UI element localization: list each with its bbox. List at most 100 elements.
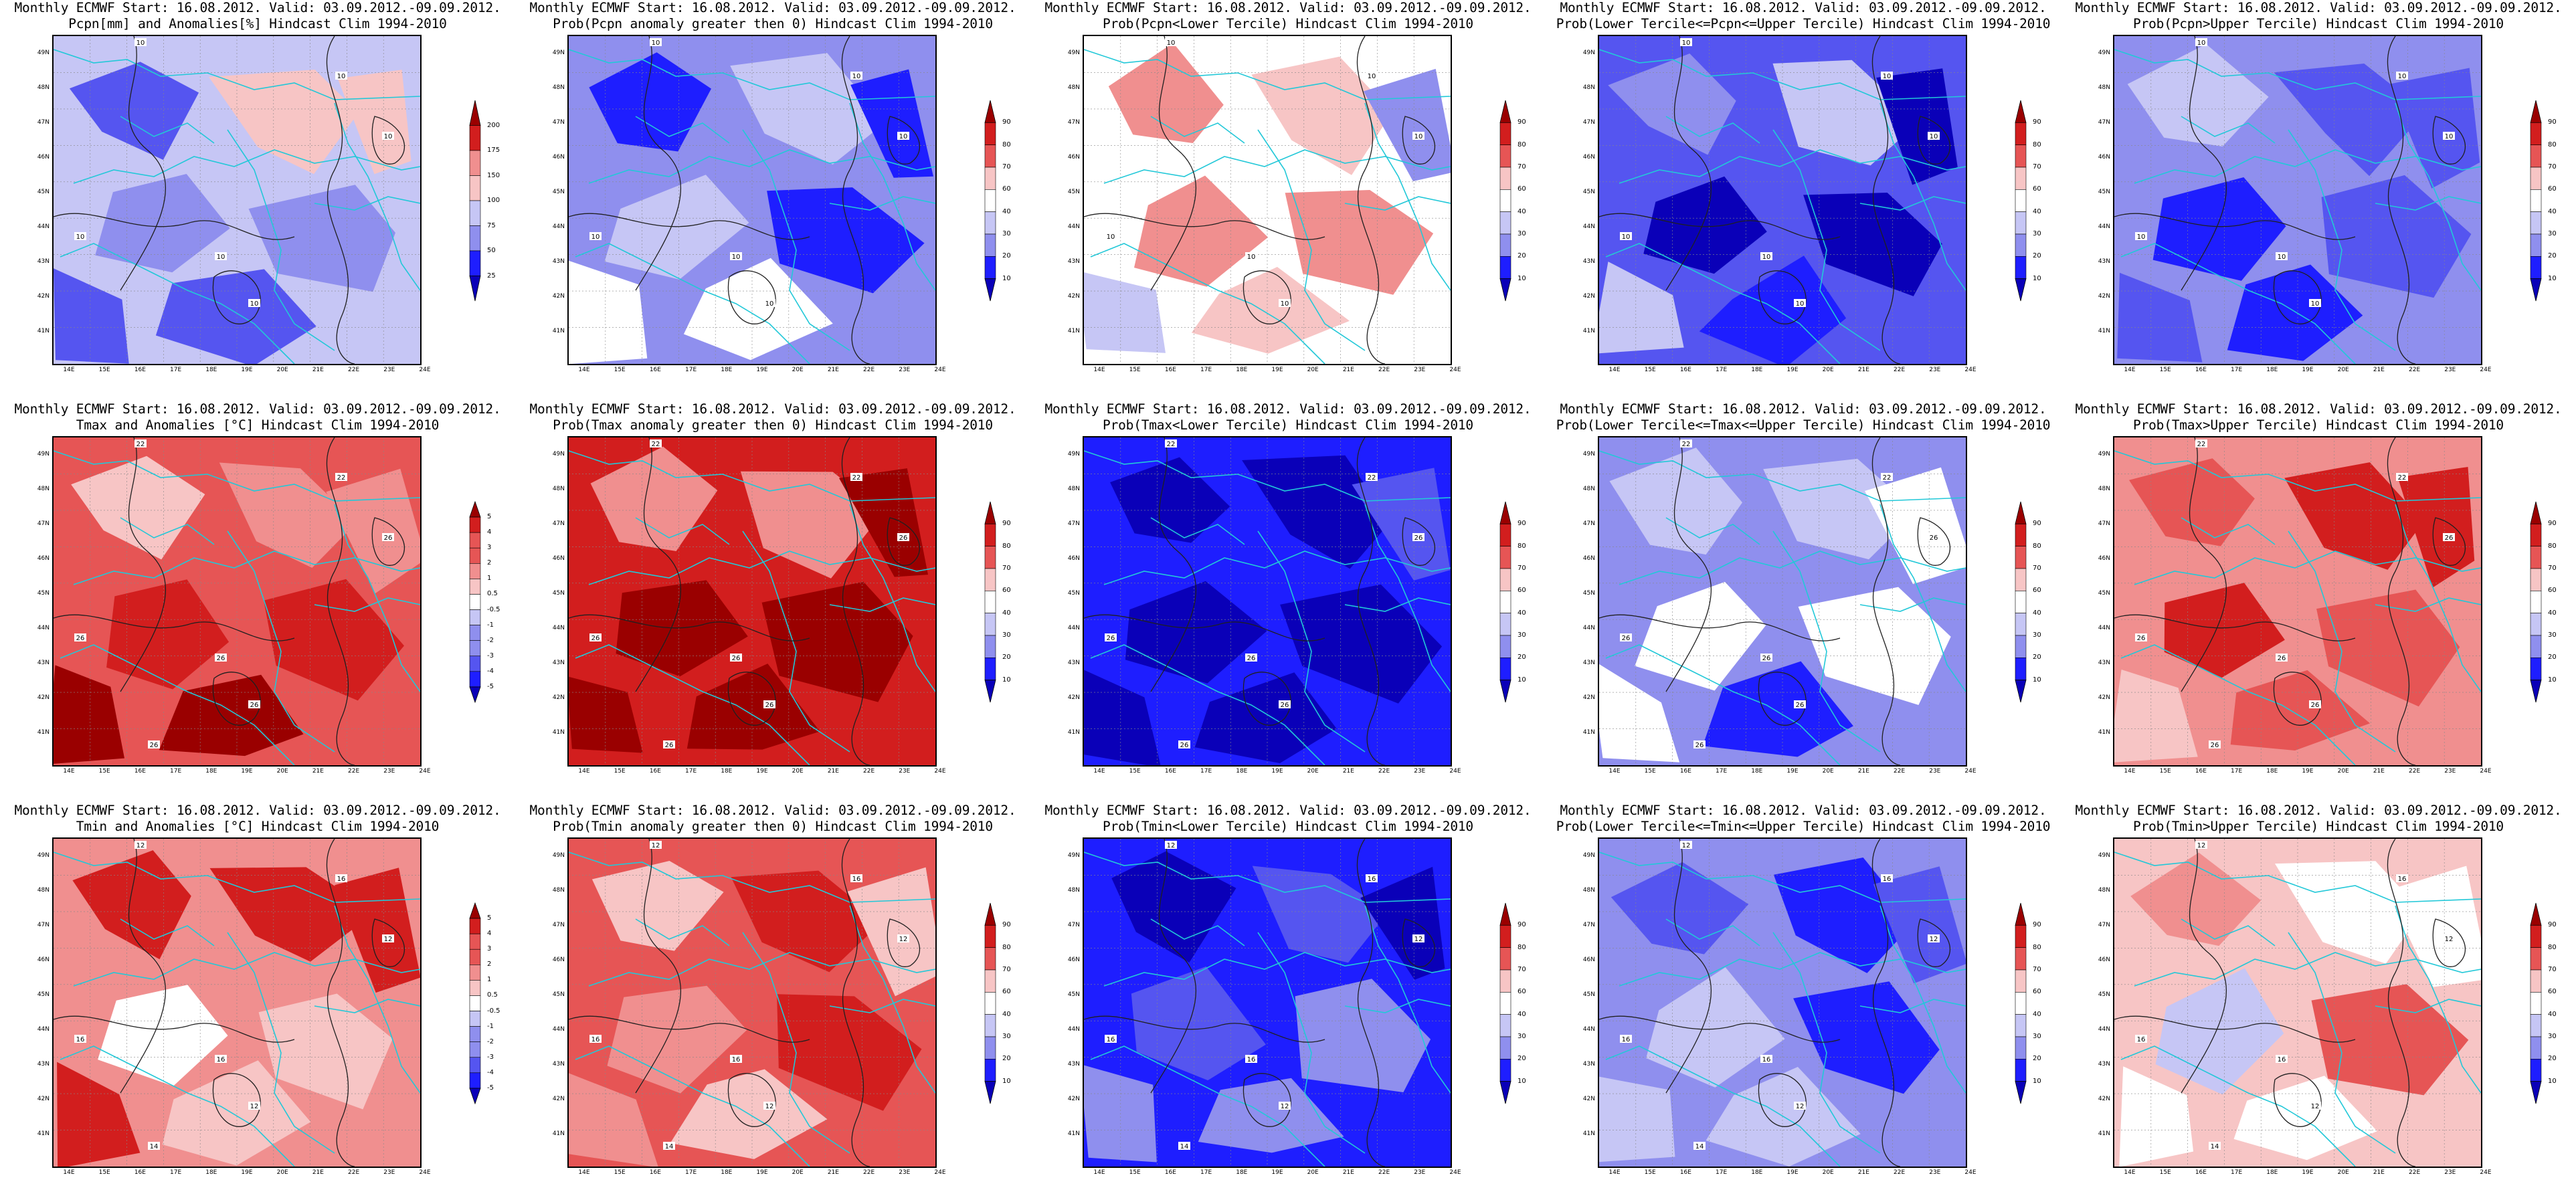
contour-label: 10 [2278,254,2286,261]
colorbar-segment [984,167,996,190]
longitude-label: 23E [899,768,911,775]
panel-title: Monthly ECMWF Start: 16.08.2012. Valid: … [515,401,1030,436]
border-line [1859,196,1966,211]
contour-label-bg [2135,633,2147,641]
contour-label: 26 [1107,635,1115,642]
colorbar-segment [469,933,481,950]
colorbar-tick-label: 40 [1517,207,1526,215]
border-line [1599,450,1966,502]
border-line [314,196,420,211]
contour-label: 26 [1247,655,1256,662]
longitude-label: 18E [205,768,217,775]
contour-label-bg [1881,473,1893,481]
forecast-panel: Monthly ECMWF Start: 16.08.2012. Valid: … [1546,401,2061,803]
panel-title-line2: Prob(Pcpn<Lower Tercile) Hindcast Clim 1… [1103,16,1473,31]
colorbar-tick-label: -2 [487,636,494,644]
contour-label-bg [650,841,662,849]
latitude-label: 49N [552,49,565,56]
colorbar-tick-label: 30 [2548,230,2557,237]
contour-label-bg [1279,1102,1291,1110]
contour-label: 10 [337,73,346,80]
longitude-label: 18E [1236,367,1248,373]
colorbar-segment [469,516,481,533]
longitude-label: 15E [2159,1169,2171,1176]
latitude-label: 42N [552,1096,565,1102]
border-line [1090,644,1325,765]
contour-label: 10 [1281,300,1289,308]
colorbar-segment [2015,658,2027,680]
longitude-label: 17E [170,768,182,775]
latitude-label: 47N [2098,119,2110,126]
latitude-label: 47N [1067,922,1080,928]
contour-label-bg [1620,1035,1632,1043]
colorbar-segment [984,233,996,257]
colorbar-tick-label: 200 [487,121,500,129]
panel-title: Monthly ECMWF Start: 16.08.2012. Valid: … [2061,401,2576,436]
forecast-panel: Monthly ECMWF Start: 16.08.2012. Valid: … [1030,803,1546,1204]
colorbar-segment [1499,947,1511,971]
border-line [2375,999,2481,1013]
longitude-label: 16E [649,768,661,775]
contour-line [635,839,681,1094]
latitude-label: 45N [1067,189,1080,195]
forecast-panel: Monthly ECMWF Start: 16.08.2012. Valid: … [515,0,1030,401]
contour-label-bg [2209,740,2221,748]
longitude-label: 14E [2124,768,2136,775]
anomaly-region [2389,68,2480,189]
colorbar-segment [2530,925,2542,948]
border-line [2120,1045,2356,1167]
colorbar-segment [469,276,481,302]
colorbar-tick-label: 20 [2548,654,2557,662]
contour-label-bg [897,934,909,942]
colorbar-tick-label: 10 [1517,274,1526,282]
contour-label: 10 [652,39,660,47]
longitude-label: 22E [348,367,360,373]
colorbar-tick-label: 90 [2548,520,2557,528]
border-line [635,918,730,946]
longitude-label: 17E [1716,367,1728,373]
colorbar-tick-label: 30 [1517,631,1526,639]
anomaly-region [2152,177,2286,281]
contour-label: 16 [1107,1036,1115,1043]
latitude-label: 41N [2098,729,2110,736]
contour-label-bg [1105,1035,1117,1043]
contour-label-bg [2309,1102,2321,1110]
contour-label: 26 [1281,702,1289,709]
longitude-label: 14E [578,367,590,373]
panel-title: Monthly ECMWF Start: 16.08.2012. Valid: … [1030,803,1546,837]
colorbar-tick-label: 20 [1517,654,1526,662]
colorbar-segment [2530,189,2542,212]
colorbar-segment [1499,524,1511,546]
latitude-label: 47N [37,119,50,126]
colorbar-tick-label: 80 [1517,943,1526,951]
colorbar-tick-label: 75 [487,221,496,229]
contour-label: 10 [1883,73,1892,80]
anomaly-region [1763,458,1918,560]
border-line [314,597,420,612]
longitude-label: 14E [2124,367,2136,373]
latitude-label: 41N [552,729,565,736]
latitude-label: 46N [552,154,565,161]
latitude-label: 44N [1582,1026,1595,1033]
longitude-label: 18E [2266,768,2278,775]
contour-label-bg [1794,299,1806,307]
colorbar-segment [2015,546,2027,569]
contour-label: 26 [2445,534,2454,542]
longitude-label: 16E [1679,367,1691,373]
contour-label-bg [589,633,602,641]
colorbar-tick-label: 60 [1002,587,1011,595]
border-line [120,517,215,545]
contour-line [2432,517,2466,566]
colorbar-segment [469,656,481,672]
colorbar-segment [1499,278,1511,302]
colorbar-segment [2530,546,2542,569]
border-line [1665,116,1760,144]
anomaly-region [2233,1076,2377,1161]
contour-label: 10 [852,73,861,80]
latitude-label: 42N [2098,293,2110,300]
contour-label: 16 [2398,876,2407,883]
contour-label: 10 [899,133,908,140]
contour-line [1356,839,1386,1167]
border-line [334,905,420,1094]
contour-label: 22 [1167,441,1176,448]
